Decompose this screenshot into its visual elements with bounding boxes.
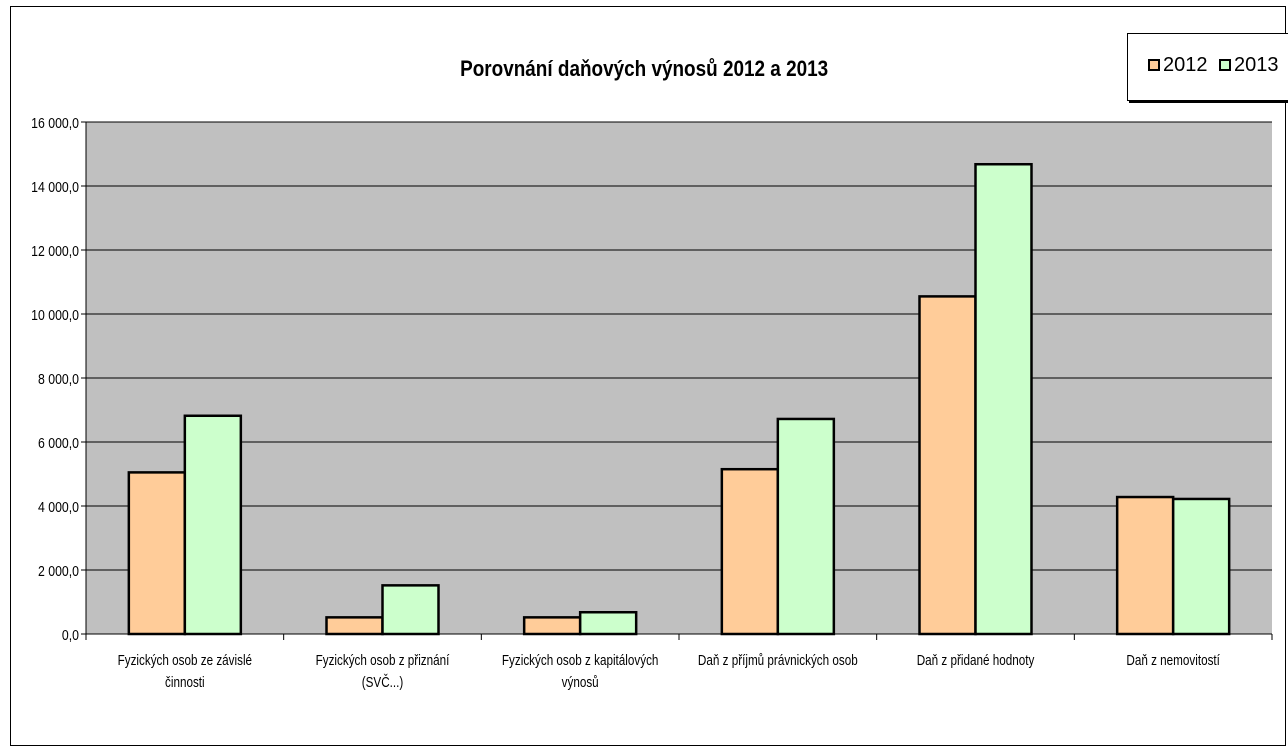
- x-tick-label: Daň z přidané hodnoty: [917, 652, 1035, 669]
- legend-item-2013: 2013: [1219, 53, 1279, 77]
- y-tick-label: 6 000,0: [38, 435, 79, 451]
- x-tick-label: výnosů: [562, 674, 599, 691]
- bar-2012: [127, 471, 187, 636]
- bar-2012: [720, 467, 780, 636]
- bar-2013: [381, 584, 440, 636]
- x-tick-label: Daň z příjmů právnických osob: [698, 652, 858, 669]
- x-tick-label: (SVČ...): [362, 674, 404, 691]
- y-tick-label: 2 000,0: [38, 563, 79, 579]
- y-tick-label: 0,0: [62, 627, 79, 643]
- legend-label-2013: 2013: [1234, 53, 1279, 76]
- legend-item-2012: 2012: [1148, 53, 1208, 77]
- y-tick-label: 16 000,0: [31, 115, 79, 131]
- y-tick-label: 12 000,0: [31, 243, 79, 259]
- legend-label-2012: 2012: [1163, 53, 1208, 76]
- x-tick-label: Fyzických osob ze závislé: [118, 652, 252, 669]
- chart-title: Porovnání daňových výnosů 2012 a 2013: [460, 56, 829, 81]
- y-tick-label: 4 000,0: [38, 499, 79, 515]
- bar-2012: [325, 616, 384, 636]
- y-tick-label: 10 000,0: [31, 307, 79, 323]
- bar-2013: [776, 417, 836, 636]
- y-tick-label: 8 000,0: [38, 371, 79, 387]
- bar-2013: [974, 162, 1033, 636]
- y-tick-label: 14 000,0: [31, 179, 79, 195]
- x-tick-label: Fyzických osob z přiznání: [316, 652, 450, 669]
- x-tick-label: Daň z nemovitostí: [1126, 652, 1220, 669]
- bar-2012: [918, 295, 977, 636]
- x-tick-label: činnosti: [165, 674, 205, 691]
- bar-2013: [578, 610, 638, 636]
- chart-legend: 2012 2013: [1127, 33, 1288, 101]
- bar-2013: [183, 414, 243, 636]
- legend-swatch-2012: [1148, 59, 1160, 71]
- bar-2012: [522, 616, 582, 636]
- bar-2012: [1115, 495, 1175, 636]
- legend-swatch-2013: [1219, 59, 1231, 71]
- x-tick-label: Fyzických osob z kapitálových: [502, 652, 659, 669]
- bar-2013: [1171, 497, 1231, 636]
